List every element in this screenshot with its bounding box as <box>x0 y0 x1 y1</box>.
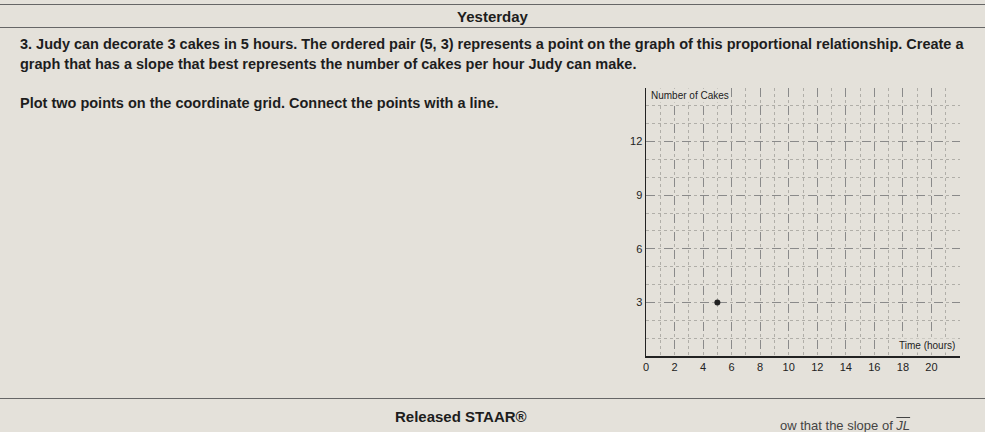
svg-text:Time (hours): Time (hours) <box>899 340 955 351</box>
svg-text:10: 10 <box>783 361 795 373</box>
svg-text:16: 16 <box>868 361 880 373</box>
svg-text:Number of Cakes: Number of Cakes <box>651 90 729 101</box>
svg-text:9: 9 <box>636 189 642 201</box>
svg-text:12: 12 <box>630 135 642 147</box>
html-text:Yesterday: Yesterday <box>457 8 528 25</box>
svg-text:4: 4 <box>700 361 706 373</box>
svg-text:2: 2 <box>671 361 677 373</box>
html-text:Plot two points on the coordin: Plot two points on the coordinate grid. … <box>20 95 499 111</box>
svg-text:18: 18 <box>897 361 909 373</box>
svg-text:12: 12 <box>811 361 823 373</box>
svg-text:20: 20 <box>925 361 937 373</box>
svg-text:14: 14 <box>840 361 852 373</box>
svg-text:0: 0 <box>643 361 649 373</box>
html-text:Released STAAR®: Released STAAR® <box>395 408 527 425</box>
svg-text:6: 6 <box>729 361 735 373</box>
svg-text:3: 3 <box>636 296 642 308</box>
html-text:ow that the slope of JL: ow that the slope of JL <box>780 418 911 432</box>
svg-text:8: 8 <box>757 361 763 373</box>
svg-text:6: 6 <box>636 243 642 255</box>
html-text:3. Judy can decorate 3 cakes i: 3. Judy can decorate 3 cakes in 5 hours.… <box>20 36 964 72</box>
